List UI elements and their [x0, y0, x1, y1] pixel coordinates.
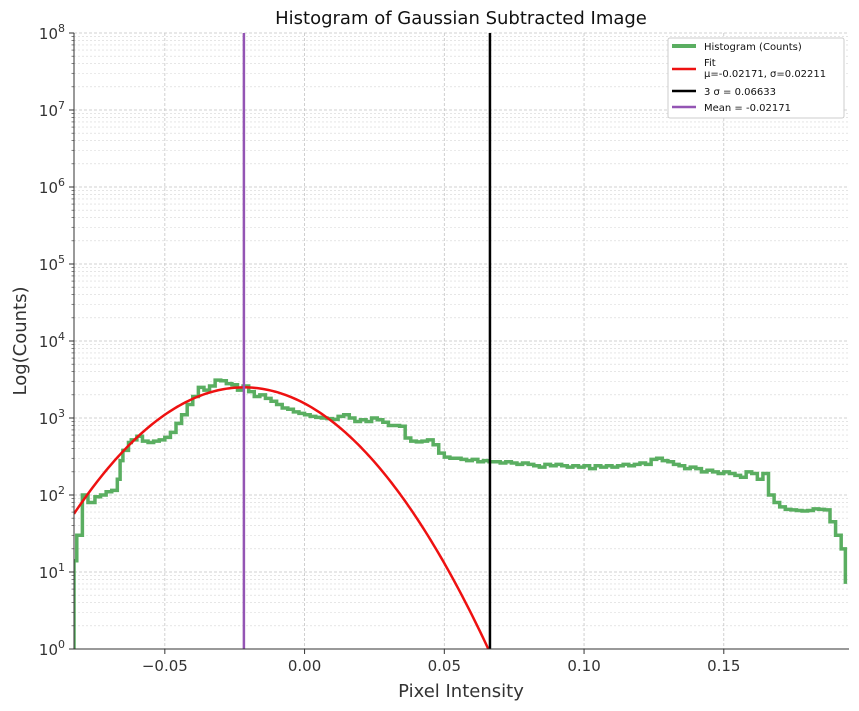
x-tick-label: 0.00 [288, 657, 321, 675]
y-axis-label: Log(Counts) [10, 286, 31, 395]
y-tick-label: 108 [39, 22, 65, 43]
legend: Histogram (Counts) Fit μ=-0.02171, σ=0.0… [667, 37, 845, 119]
y-tick-label: 103 [39, 407, 65, 428]
y-tick-label: 106 [39, 176, 65, 197]
histogram-step-line [74, 378, 848, 649]
y-tick-label: 107 [39, 99, 65, 120]
ticks: 100 101 102 103 104 105 106 107 108 −0.05 0.00 0.05… [39, 22, 741, 675]
y-tick-label: 102 [39, 484, 65, 505]
plot-series [74, 33, 848, 649]
x-tick-label: 0.05 [428, 657, 461, 675]
legend-fit-params: μ=-0.02171, σ=0.02211 [704, 69, 826, 80]
y-tick-label: 100 [39, 638, 65, 659]
y-tick-label: 104 [39, 330, 65, 351]
legend-frame [667, 37, 845, 119]
x-tick-label: 0.10 [567, 657, 600, 675]
gaussian-fit-curve [74, 386, 490, 649]
legend-fit-label: Fit [704, 58, 716, 69]
x-axis-label: Pixel Intensity [398, 681, 524, 702]
x-tick-label: −0.05 [142, 657, 188, 675]
legend-3sigma-label: 3 σ = 0.06633 [704, 87, 776, 98]
y-tick-label: 105 [39, 253, 65, 274]
legend-mean-label: Mean = -0.02171 [704, 103, 791, 114]
y-tick-label: 101 [39, 561, 65, 582]
grid [74, 32, 849, 650]
x-tick-label: 0.15 [707, 657, 740, 675]
legend-histogram-label: Histogram (Counts) [704, 42, 802, 53]
chart-title: Histogram of Gaussian Subtracted Image [275, 8, 647, 29]
